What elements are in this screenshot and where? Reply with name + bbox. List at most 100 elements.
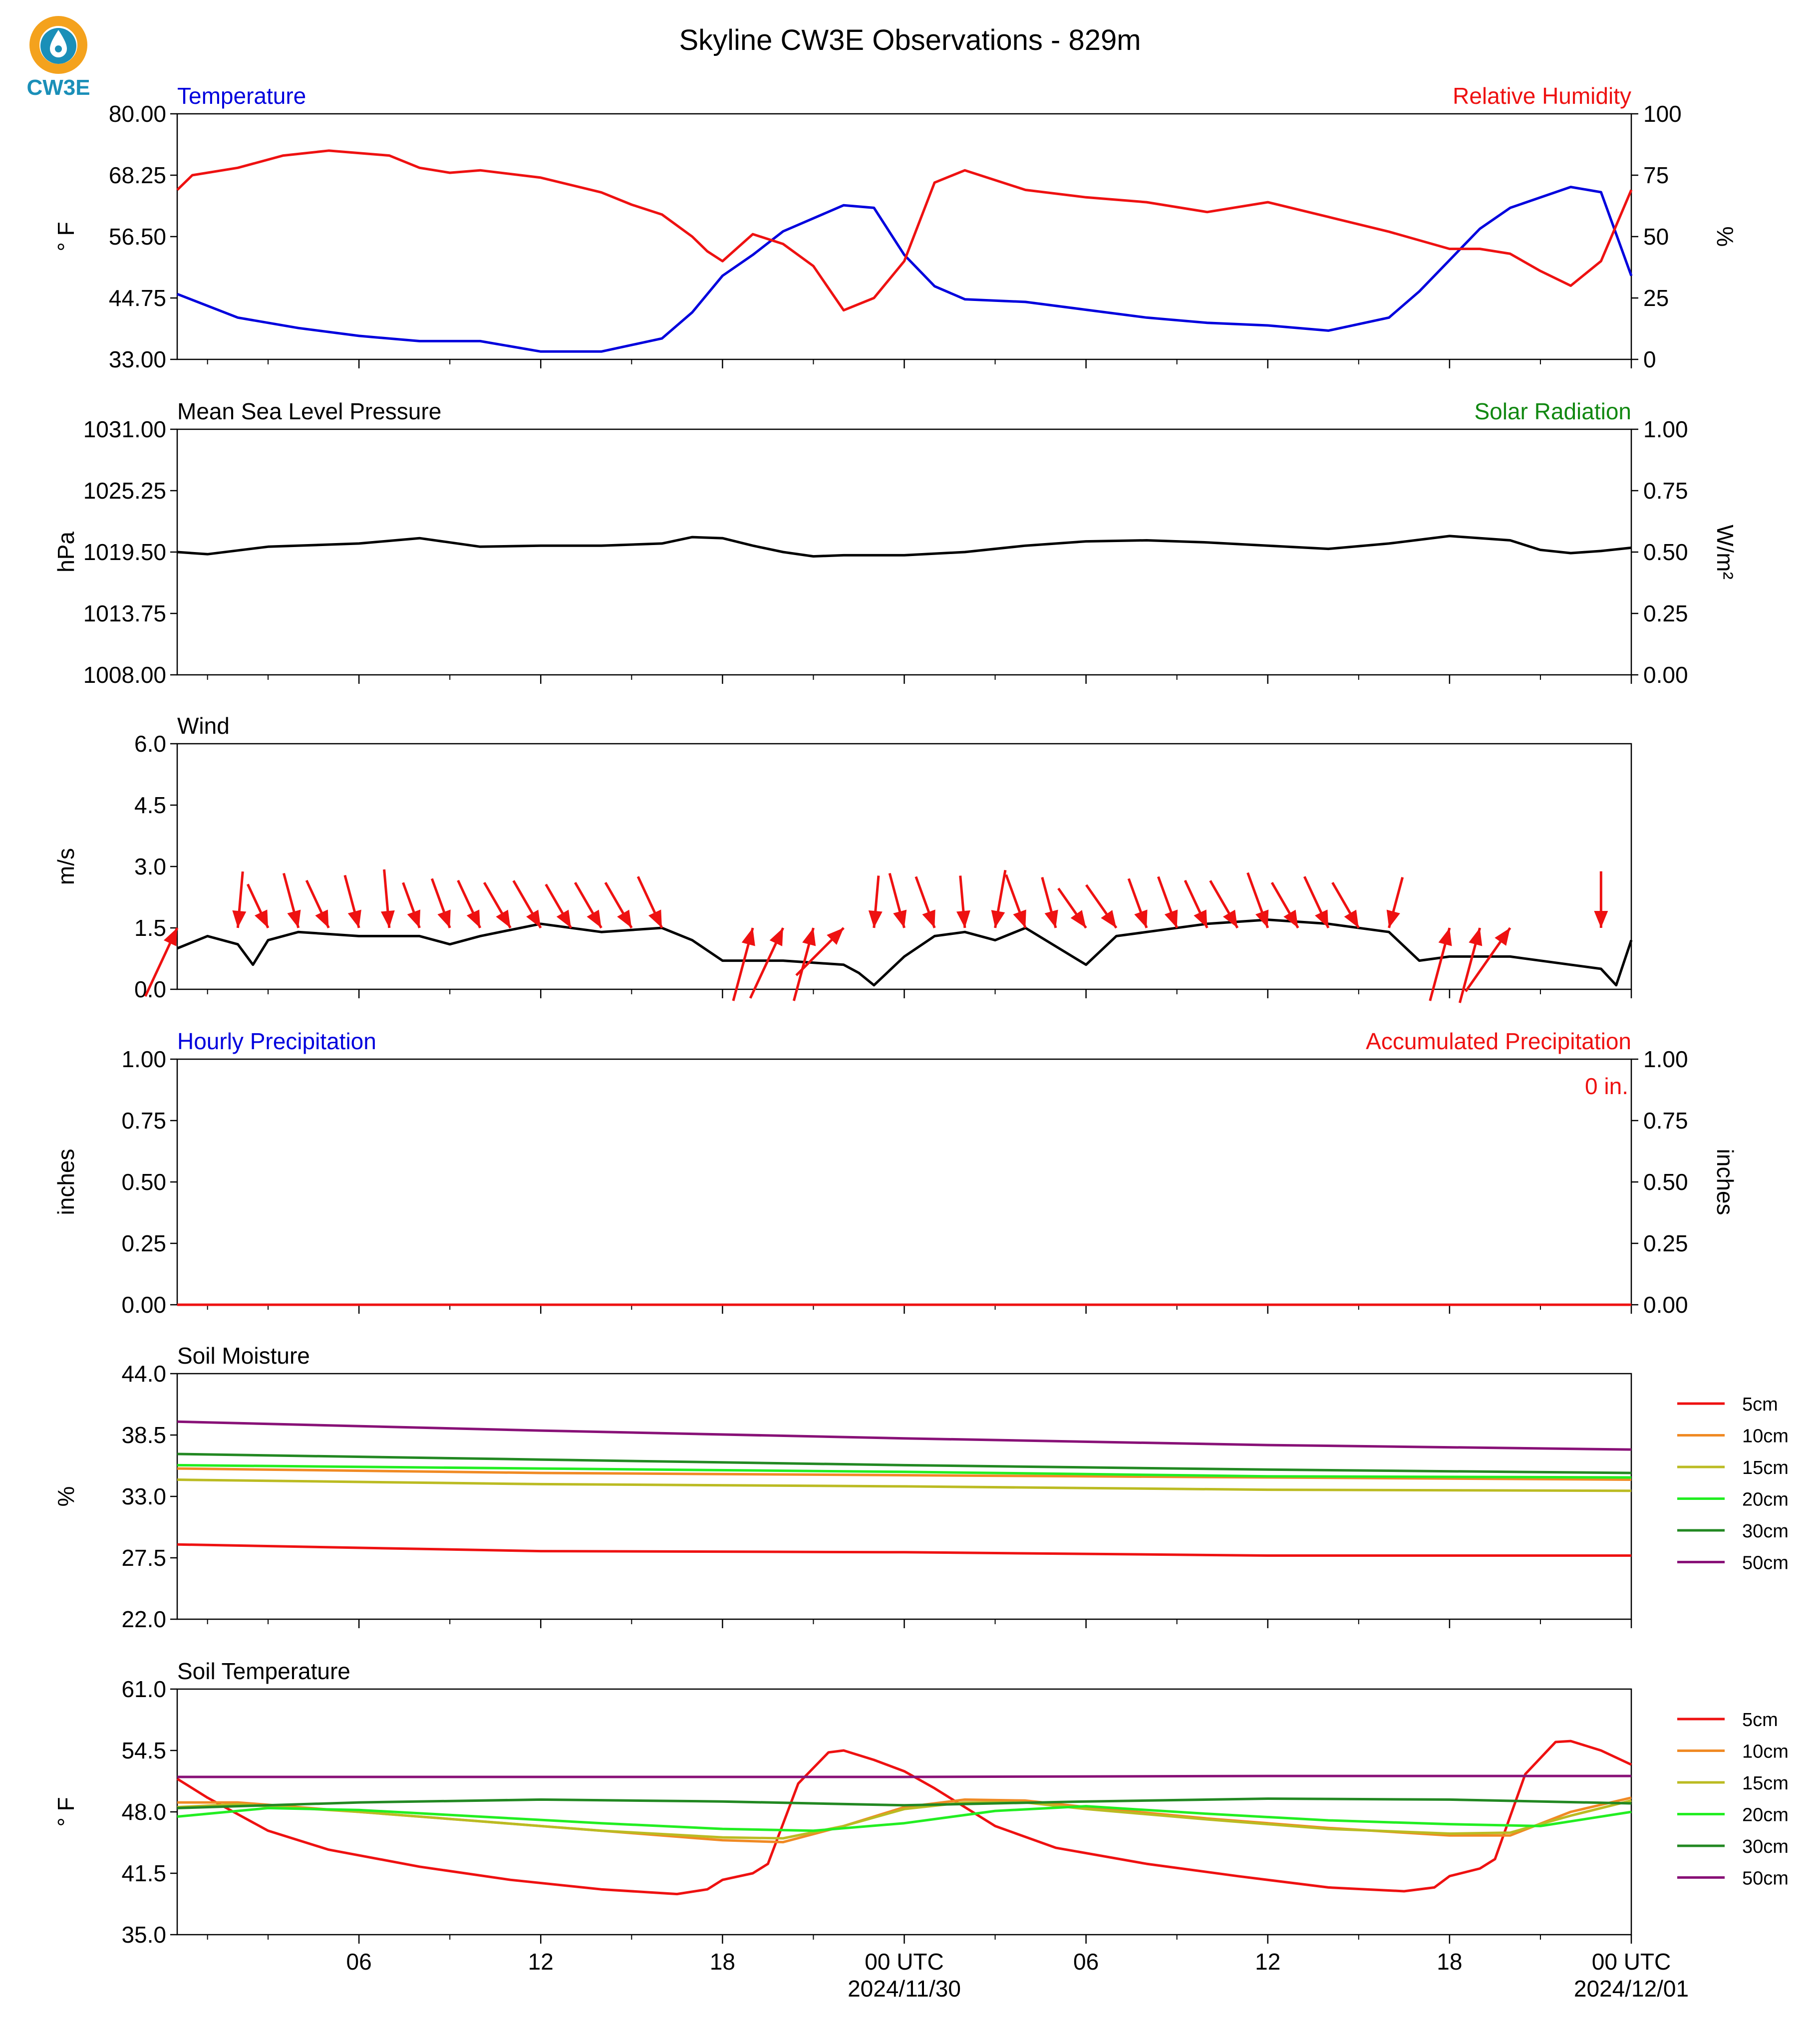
panel-title-right: Accumulated Precipitation	[1366, 1028, 1631, 1054]
series-line-5cm	[177, 1543, 1631, 1557]
y-tick-label: 1025.25	[83, 478, 166, 504]
panel-title-left: Mean Sea Level Pressure	[177, 398, 441, 424]
plot-frame	[176, 1373, 1632, 1620]
y-tick-label-right: 0.00	[1643, 662, 1688, 688]
panel-title-right: Solar Radiation	[1474, 398, 1631, 424]
wind-arrow-head	[1344, 909, 1359, 928]
wind-arrow-head	[556, 909, 571, 928]
legend-label: 10cm	[1742, 1741, 1789, 1762]
wind-arrow-head	[1469, 928, 1483, 946]
wind-arrow	[457, 879, 482, 929]
wind-arrow	[991, 869, 1007, 928]
series-line-10cm	[177, 1467, 1632, 1481]
series-line-5cm	[176, 1739, 1632, 1896]
wind-arrow-head	[1222, 909, 1238, 928]
wind-arrow	[868, 875, 883, 928]
x-date-label: 2024/11/30	[848, 1976, 961, 2002]
accumulated-total-label: 0 in.	[1585, 1073, 1628, 1099]
y-axis-label-right: W/m²	[1712, 525, 1738, 579]
wind-arrow	[305, 879, 330, 929]
y-axis-label-right: %	[1712, 227, 1738, 247]
legend-label: 15cm	[1742, 1457, 1789, 1478]
y-tick-label-right: 100	[1643, 101, 1682, 127]
y-tick-label: 61.0	[121, 1676, 166, 1702]
y-tick-label: 1019.50	[83, 539, 166, 565]
y-tick-label: 1.00	[121, 1046, 166, 1072]
wind-arrow-head	[315, 909, 329, 928]
wind-arrow-head	[893, 909, 907, 928]
wind-arrow-head	[1194, 909, 1208, 928]
wind-arrow-head	[827, 928, 844, 945]
wind-arrow	[1458, 927, 1483, 1003]
panel-5: Soil Moisture 44.0 38.5 33.0 27.5 22.0% 5cm 10c…	[53, 1343, 1789, 1632]
y-tick-label-right: 75	[1643, 162, 1669, 188]
wind-arrow	[430, 878, 451, 928]
panel-1: Temperature Relative Humidity 80.00 68.25 56…	[53, 83, 1738, 372]
y-tick-label: 0.00	[121, 1292, 166, 1318]
logo-drop-inner	[55, 45, 62, 52]
y-tick-label: 44.75	[109, 285, 166, 311]
wind-arrow	[282, 872, 301, 928]
panel-title-left: Temperature	[177, 83, 306, 109]
cw3e-logo: CW3E	[26, 16, 90, 100]
wind-arrow	[749, 927, 785, 999]
y-tick-label-right: 50	[1643, 224, 1669, 250]
x-date-label: 2024/12/01	[1574, 1976, 1689, 2002]
wind-arrow-head	[922, 909, 935, 928]
wind-arrow-head	[496, 909, 511, 928]
y-axis-label: %	[53, 1486, 79, 1507]
wind-arrow-head	[232, 910, 247, 928]
wind-arrow	[1246, 872, 1269, 928]
series-line-temperature	[177, 186, 1633, 353]
panel-2: Mean Sea Level Pressure Solar Radiation 10…	[53, 398, 1738, 688]
wind-arrow	[1209, 880, 1239, 929]
wind-arrow	[144, 927, 179, 997]
legend-label: 5cm	[1742, 1710, 1778, 1731]
y-tick-label: 54.5	[121, 1738, 166, 1763]
wind-arrow-head	[1134, 909, 1148, 928]
legend-label: 50cm	[1742, 1553, 1789, 1574]
wind-arrow-head	[1101, 910, 1117, 928]
x-tick-label: 18	[1437, 1949, 1462, 1975]
wind-arrow	[343, 874, 361, 928]
panel-title-right: Relative Humidity	[1453, 83, 1631, 109]
wind-arrow-head	[1495, 928, 1511, 946]
wind-arrow-head	[1255, 909, 1269, 928]
wind-arrow	[1184, 879, 1209, 929]
y-axis-label: ° F	[53, 1797, 79, 1826]
wind-arrow-head	[407, 909, 421, 928]
wind-arrow-head	[648, 909, 662, 928]
y-tick-label: 80.00	[109, 101, 166, 127]
wind-arrow	[1429, 927, 1452, 1001]
panel-title-left: Hourly Precipitation	[177, 1028, 376, 1054]
y-tick-label: 0.25	[121, 1230, 166, 1256]
wind-arrow-head	[587, 909, 602, 928]
wind-arrow	[1157, 876, 1179, 928]
wind-arrow	[402, 882, 421, 928]
y-tick-label-right: 0.75	[1643, 478, 1688, 504]
y-tick-label: 44.0	[121, 1361, 166, 1387]
panel-title-left: Wind	[177, 713, 230, 739]
x-tick-label: 18	[710, 1949, 735, 1975]
y-tick-label-right: 1.00	[1643, 416, 1688, 442]
wind-arrow-head	[255, 909, 269, 928]
wind-arrow	[732, 927, 755, 1001]
legend: 5cm 10cm 15cm 20cm 30cm 50cm	[1677, 1710, 1789, 1889]
x-tick-label: 00 UTC	[865, 1949, 943, 1975]
wind-arrow-head	[1386, 909, 1400, 928]
wind-arrow	[1331, 881, 1360, 929]
wind-arrow	[1594, 871, 1608, 928]
wind-arrow-head	[1164, 909, 1178, 928]
panel-3: Wind 6.0 4.5 3.0 1.5 0.0 m/s	[53, 713, 1633, 1003]
wind-arrow	[1303, 876, 1330, 929]
wind-arrow	[1127, 878, 1148, 928]
wind-arrow-head	[956, 910, 970, 928]
wind-arrow-head	[1044, 909, 1058, 928]
wind-arrow-head	[1013, 909, 1026, 928]
wind-arrow-head	[617, 909, 632, 928]
wind-arrow-head	[1283, 909, 1298, 928]
wind-arrow	[380, 869, 395, 928]
legend-label: 15cm	[1742, 1773, 1789, 1794]
wind-arrow	[1465, 927, 1512, 992]
